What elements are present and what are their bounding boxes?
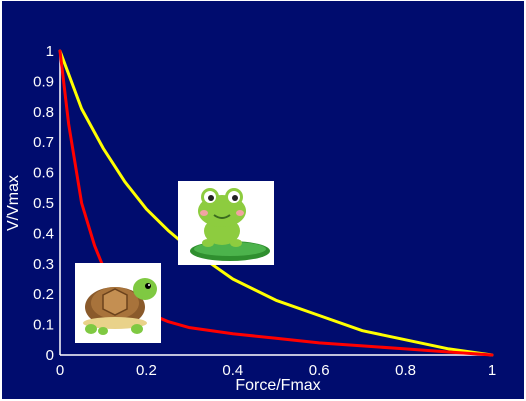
x-tick-label: 0.4 xyxy=(222,362,243,379)
x-tick-label: 0.8 xyxy=(395,362,416,379)
y-tick-label: 0.2 xyxy=(33,286,54,303)
tick-labels: 0 0.2 0.4 0.6 0.8 1 0 0.1 0.2 0.3 0.4 0.5 0.6 0.7 0.8 0… xyxy=(33,43,496,379)
y-tick-label: 0.4 xyxy=(33,225,54,242)
series-line-1 xyxy=(58,49,494,357)
y-axis-title: V/Vmax xyxy=(5,175,22,231)
y-tick-label: 0.9 xyxy=(33,73,54,90)
x-tick-label: 0 xyxy=(56,362,64,379)
x-axis-title: Force/Fmax xyxy=(235,377,320,394)
x-tick-label: 0.6 xyxy=(309,362,330,379)
frog-icon xyxy=(178,181,274,265)
axes xyxy=(59,51,492,356)
x-tick-label: 0.2 xyxy=(136,362,157,379)
y-tick-label: 1 xyxy=(46,43,54,60)
y-tick-label: 0.6 xyxy=(33,165,54,182)
y-tick-label: 0 xyxy=(46,347,54,364)
y-tick-label: 0.5 xyxy=(33,195,54,212)
y-tick-label: 0.3 xyxy=(33,256,54,273)
turtle-icon xyxy=(75,263,161,343)
y-tick-label: 0.7 xyxy=(33,134,54,151)
y-tick-label: 0.8 xyxy=(33,104,54,121)
y-tick-label: 0.1 xyxy=(33,317,54,334)
x-tick-label: 1 xyxy=(488,362,496,379)
